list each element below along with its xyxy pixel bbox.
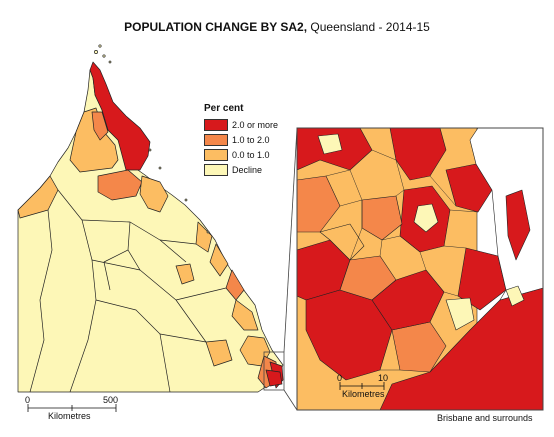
legend-label: 1.0 to 2.0 bbox=[232, 134, 270, 145]
region-north-orange bbox=[97, 169, 143, 201]
legend-item: 1.0 to 2.0 bbox=[204, 132, 314, 147]
inset-north-decline bbox=[317, 133, 343, 155]
inset-centre-decline bbox=[413, 203, 439, 233]
region-brisbane-dense bbox=[265, 369, 283, 387]
inset-scale-unit: Kilometres bbox=[342, 389, 385, 399]
inset-scale-bar bbox=[339, 382, 385, 390]
inset-boundaries bbox=[325, 149, 479, 371]
inset-scale-zero: 0 bbox=[337, 373, 343, 383]
map-title-bold: POPULATION CHANGE BY SA2, bbox=[124, 20, 308, 34]
legend-heading: Per cent bbox=[204, 103, 244, 114]
legend-swatch-medium bbox=[204, 133, 228, 146]
region-west bbox=[17, 175, 59, 219]
inset-east-red bbox=[457, 247, 507, 311]
legend: Per cent 2.0 or more 1.0 to 2.0 0.0 to 1… bbox=[204, 103, 314, 177]
region-townsville bbox=[139, 175, 169, 213]
main-scale-max: 500 bbox=[103, 395, 119, 405]
main-scale-zero: 0 bbox=[25, 395, 31, 405]
legend-item: 0.0 to 1.0 bbox=[204, 147, 314, 162]
inset-southeast-red bbox=[379, 287, 543, 410]
region-coast-2 bbox=[209, 243, 229, 277]
inset-map bbox=[296, 127, 544, 411]
inset-south-decline bbox=[445, 297, 475, 331]
main-scale-bar bbox=[27, 404, 117, 412]
map-title: POPULATION CHANGE BY SA2, Queensland - 2… bbox=[0, 20, 554, 34]
region-far-north bbox=[89, 61, 151, 171]
legend-label: Decline bbox=[232, 164, 263, 175]
internal-boundaries bbox=[29, 189, 227, 393]
legend-label: 2.0 or more bbox=[232, 119, 279, 130]
inset-west-orange bbox=[297, 175, 341, 233]
inset-scale-max: 10 bbox=[378, 373, 389, 383]
inset-caption: Brisbane and surrounds bbox=[437, 413, 533, 423]
legend-item: Decline bbox=[204, 162, 314, 177]
legend-swatch-high bbox=[204, 118, 228, 131]
queensland-map bbox=[17, 44, 284, 393]
region-central bbox=[175, 263, 195, 285]
inset-moreton-bay bbox=[469, 128, 543, 301]
inset-connector bbox=[263, 127, 298, 411]
legend-label: 0.0 to 1.0 bbox=[232, 149, 270, 160]
inset-island-red bbox=[505, 189, 531, 261]
islands bbox=[94, 44, 210, 234]
inset-west-yellow bbox=[319, 223, 365, 261]
region-cape-orange bbox=[91, 111, 109, 141]
region-coast-4 bbox=[231, 299, 259, 331]
inset-northeast-red bbox=[445, 163, 493, 213]
legend-swatch-low bbox=[204, 148, 228, 161]
region-south-inland bbox=[205, 339, 233, 367]
main-scale-unit: Kilometres bbox=[48, 411, 91, 421]
legend-swatch-decline bbox=[204, 163, 228, 176]
legend-item: 2.0 or more bbox=[204, 117, 314, 132]
inset-focus-box bbox=[263, 351, 285, 391]
inset-island-yellow bbox=[505, 285, 525, 307]
map-title-rest: Queensland - 2014-15 bbox=[310, 20, 430, 34]
